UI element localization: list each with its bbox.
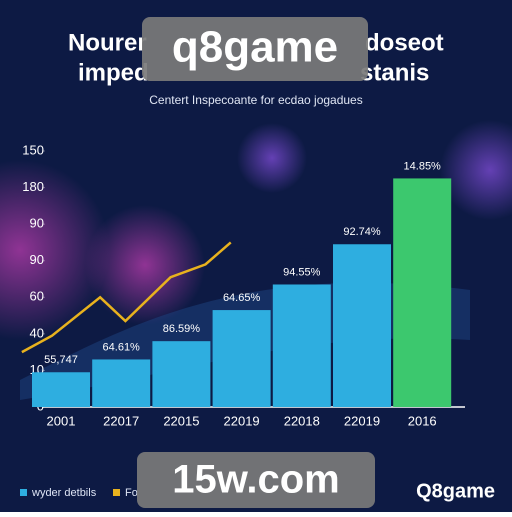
- plot: 01040609090180150200155,7472201764.61%22…: [20, 142, 465, 499]
- y-tick-label: 180: [22, 179, 44, 194]
- bar: [393, 178, 452, 407]
- legend-label: wyder detbils: [31, 487, 97, 499]
- bar: [92, 359, 151, 407]
- title: doseot: [365, 29, 444, 56]
- y-tick-label: 90: [30, 216, 44, 231]
- bar: [32, 372, 90, 407]
- y-tick-label: 150: [22, 142, 44, 157]
- x-tick-label: 22017: [103, 413, 139, 428]
- legend-label: Fo: [125, 487, 138, 499]
- x-tick-label: 22015: [163, 413, 199, 428]
- bar-label: 64.65%: [223, 292, 261, 304]
- y-tick-label: 90: [30, 252, 44, 267]
- glow: [0, 160, 110, 340]
- title: imped: [78, 59, 149, 86]
- x-tick-label: 2001: [47, 413, 76, 428]
- bar: [272, 284, 331, 407]
- x-tick-label: 22019: [224, 413, 260, 428]
- glow: [85, 205, 205, 325]
- glow: [440, 120, 512, 220]
- title: Nourer: [68, 29, 147, 56]
- title: stanis: [360, 59, 429, 86]
- bar-label: 14.85%: [404, 160, 442, 172]
- y-tick-label: 60: [30, 289, 44, 304]
- bar: [152, 341, 211, 407]
- bar-label: 94.55%: [283, 266, 321, 278]
- subtitle: Centert Inspecoante for ecdao jogadues: [149, 93, 362, 107]
- bar: [333, 244, 391, 407]
- bar-label: 64.61%: [103, 341, 141, 353]
- y-tick-label: 40: [30, 325, 44, 340]
- legend-swatch: [113, 489, 120, 496]
- watermark: 15w.com: [172, 458, 339, 502]
- bar-label: 55,747: [44, 354, 78, 366]
- bar-label: 92.74%: [343, 226, 381, 238]
- watermark: Q8game: [416, 480, 495, 502]
- legend-swatch: [20, 489, 27, 496]
- line: [21, 241, 232, 354]
- bar: [212, 310, 271, 407]
- x-tick-label: 22019: [344, 413, 380, 428]
- watermark-box: [137, 452, 375, 508]
- glow: [237, 123, 307, 193]
- bar-label: 86.59%: [163, 323, 201, 335]
- watermark: q8game: [172, 23, 338, 72]
- x-tick-label: 22018: [284, 413, 320, 428]
- watermark-box: [142, 17, 368, 81]
- x-tick-label: 2016: [408, 413, 437, 428]
